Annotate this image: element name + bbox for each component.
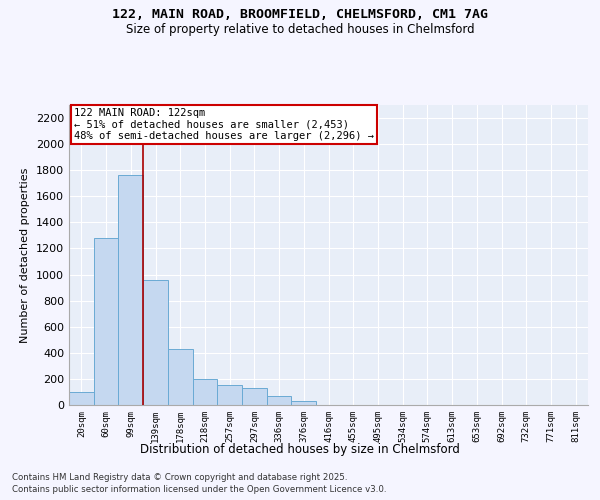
Bar <box>69 392 94 405</box>
Text: Size of property relative to detached houses in Chelmsford: Size of property relative to detached ho… <box>125 22 475 36</box>
Bar <box>94 238 118 405</box>
Bar <box>143 280 168 405</box>
Text: Distribution of detached houses by size in Chelmsford: Distribution of detached houses by size … <box>140 442 460 456</box>
Text: 122 MAIN ROAD: 122sqm
← 51% of detached houses are smaller (2,453)
48% of semi-d: 122 MAIN ROAD: 122sqm ← 51% of detached … <box>74 108 374 141</box>
Bar <box>168 349 193 405</box>
Text: 122, MAIN ROAD, BROOMFIELD, CHELMSFORD, CM1 7AG: 122, MAIN ROAD, BROOMFIELD, CHELMSFORD, … <box>112 8 488 20</box>
Text: Contains public sector information licensed under the Open Government Licence v3: Contains public sector information licen… <box>12 485 386 494</box>
Text: Contains HM Land Registry data © Crown copyright and database right 2025.: Contains HM Land Registry data © Crown c… <box>12 472 347 482</box>
Bar <box>242 388 267 405</box>
Y-axis label: Number of detached properties: Number of detached properties <box>20 168 31 342</box>
Bar <box>118 176 143 405</box>
Bar <box>267 396 292 405</box>
Bar <box>292 401 316 405</box>
Bar <box>193 379 217 405</box>
Bar <box>217 386 242 405</box>
